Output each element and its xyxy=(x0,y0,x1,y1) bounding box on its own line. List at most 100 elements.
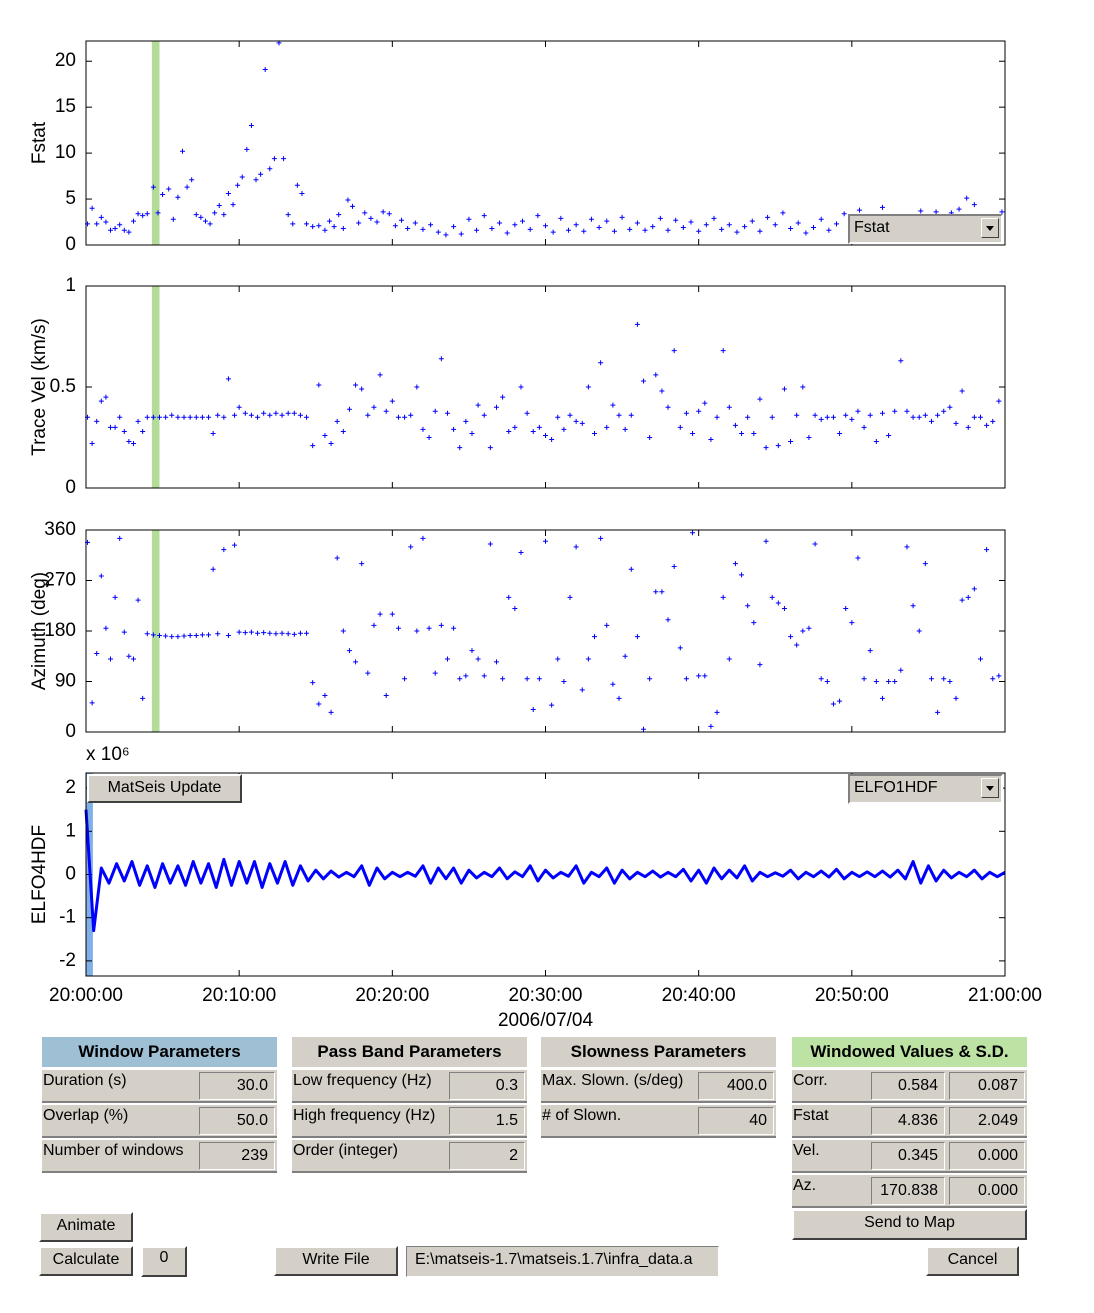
data-point xyxy=(230,202,236,208)
data-point xyxy=(232,412,238,418)
data-point xyxy=(803,230,809,236)
value-field[interactable]: 1.5 xyxy=(449,1107,525,1135)
value-field[interactable]: 400.0 xyxy=(698,1072,774,1100)
data-point xyxy=(647,435,653,440)
update-button[interactable]: MatSeis Update xyxy=(87,774,242,803)
write-file-button[interactable]: Write File xyxy=(274,1246,398,1276)
y-tick-label: 20 xyxy=(55,50,76,71)
data-point xyxy=(144,631,150,637)
data-point xyxy=(622,653,628,659)
y-tick-label: 5 xyxy=(65,188,76,209)
data-point xyxy=(918,208,924,214)
menu-arrow[interactable] xyxy=(981,218,999,238)
window-highlight xyxy=(151,41,160,245)
value-field[interactable]: 0.345 xyxy=(871,1142,945,1170)
data-point xyxy=(524,410,530,416)
file-path-field[interactable]: E:\matseis-1.7\matseis.1.7\infra_data.a xyxy=(406,1246,719,1277)
data-point xyxy=(898,358,904,364)
data-point xyxy=(892,408,898,414)
data-point xyxy=(549,702,555,708)
cancel-button[interactable]: Cancel xyxy=(926,1246,1019,1276)
calculate-button[interactable]: Calculate xyxy=(39,1246,133,1276)
data-point xyxy=(826,227,832,233)
value-field[interactable]: 50.0 xyxy=(199,1107,275,1135)
data-point xyxy=(199,414,205,420)
data-point xyxy=(879,204,885,210)
data-point xyxy=(696,228,702,234)
waveform xyxy=(84,809,1006,933)
data-point xyxy=(108,424,114,430)
data-point xyxy=(812,541,818,547)
data-point xyxy=(806,625,812,631)
data-point xyxy=(94,650,100,656)
data-point xyxy=(811,225,817,231)
data-point xyxy=(604,622,610,628)
sd-field[interactable]: 0.000 xyxy=(949,1142,1025,1170)
data-point xyxy=(928,676,934,682)
data-point xyxy=(322,227,328,233)
data-point xyxy=(604,424,610,430)
data-point xyxy=(996,398,1002,404)
data-point xyxy=(512,222,518,228)
value-field[interactable]: 2 xyxy=(449,1142,525,1170)
value-field[interactable]: 239 xyxy=(199,1142,275,1170)
data-point xyxy=(596,225,602,231)
fstat-menu[interactable]: Fstat xyxy=(848,214,1003,244)
sd-field[interactable]: 2.049 xyxy=(949,1107,1025,1135)
data-point xyxy=(383,693,389,699)
data-point xyxy=(438,622,444,628)
send-to-map-button[interactable]: Send to Map xyxy=(792,1209,1027,1240)
data-point xyxy=(380,209,386,215)
data-point xyxy=(108,656,114,662)
value-field[interactable]: 4.836 xyxy=(871,1107,945,1135)
data-point xyxy=(126,229,132,235)
data-point xyxy=(916,628,922,634)
data-point xyxy=(781,606,787,612)
channel-menu[interactable]: ELFO1HDF xyxy=(848,774,1003,804)
data-point xyxy=(316,223,322,229)
animate-button[interactable]: Animate xyxy=(39,1212,133,1242)
y-tick-label: 10 xyxy=(55,142,76,163)
data-point xyxy=(769,414,775,420)
menu-arrow[interactable] xyxy=(981,778,999,798)
data-point xyxy=(386,211,392,217)
data-point xyxy=(959,388,965,394)
data-point xyxy=(299,191,305,197)
sd-field[interactable]: 0.000 xyxy=(949,1177,1025,1205)
data-point xyxy=(353,382,359,388)
data-point xyxy=(389,398,395,404)
data-point xyxy=(550,229,556,235)
value-field[interactable]: 0.3 xyxy=(449,1072,525,1100)
data-point xyxy=(304,414,310,420)
data-point xyxy=(170,216,176,222)
data-point xyxy=(215,412,221,418)
value-field[interactable]: 0.584 xyxy=(871,1072,945,1100)
data-point xyxy=(103,625,109,631)
data-point xyxy=(334,418,340,424)
data-point xyxy=(837,430,843,436)
y-tick-label: 90 xyxy=(55,671,76,692)
data-point xyxy=(253,177,259,183)
data-point xyxy=(604,218,610,224)
data-point xyxy=(121,428,127,434)
data-point xyxy=(565,227,571,233)
value-field[interactable]: 170.838 xyxy=(871,1177,945,1205)
data-point xyxy=(225,191,231,197)
value-field[interactable]: 40 xyxy=(698,1107,774,1135)
value-field[interactable]: 30.0 xyxy=(199,1072,275,1100)
sd-field[interactable]: 0.087 xyxy=(949,1072,1025,1100)
data-point xyxy=(221,414,227,420)
data-point xyxy=(999,209,1005,215)
data-point xyxy=(971,586,977,592)
data-point xyxy=(524,676,530,682)
data-point xyxy=(187,414,193,420)
data-point xyxy=(117,535,123,541)
data-point xyxy=(677,645,683,651)
data-point xyxy=(206,414,212,420)
parameter-label: High frequency (Hz) xyxy=(293,1107,436,1124)
data-point xyxy=(971,414,977,420)
data-point xyxy=(886,432,892,438)
data-point xyxy=(432,408,438,414)
data-point xyxy=(285,410,291,416)
data-point xyxy=(117,414,123,420)
